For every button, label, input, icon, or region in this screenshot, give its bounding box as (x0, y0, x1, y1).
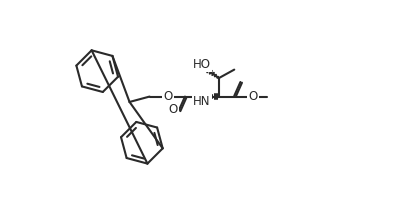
Text: O: O (248, 90, 257, 103)
Text: O: O (164, 90, 173, 103)
Text: HO: HO (193, 58, 211, 71)
Text: O: O (169, 103, 178, 116)
Text: HN: HN (193, 95, 211, 108)
